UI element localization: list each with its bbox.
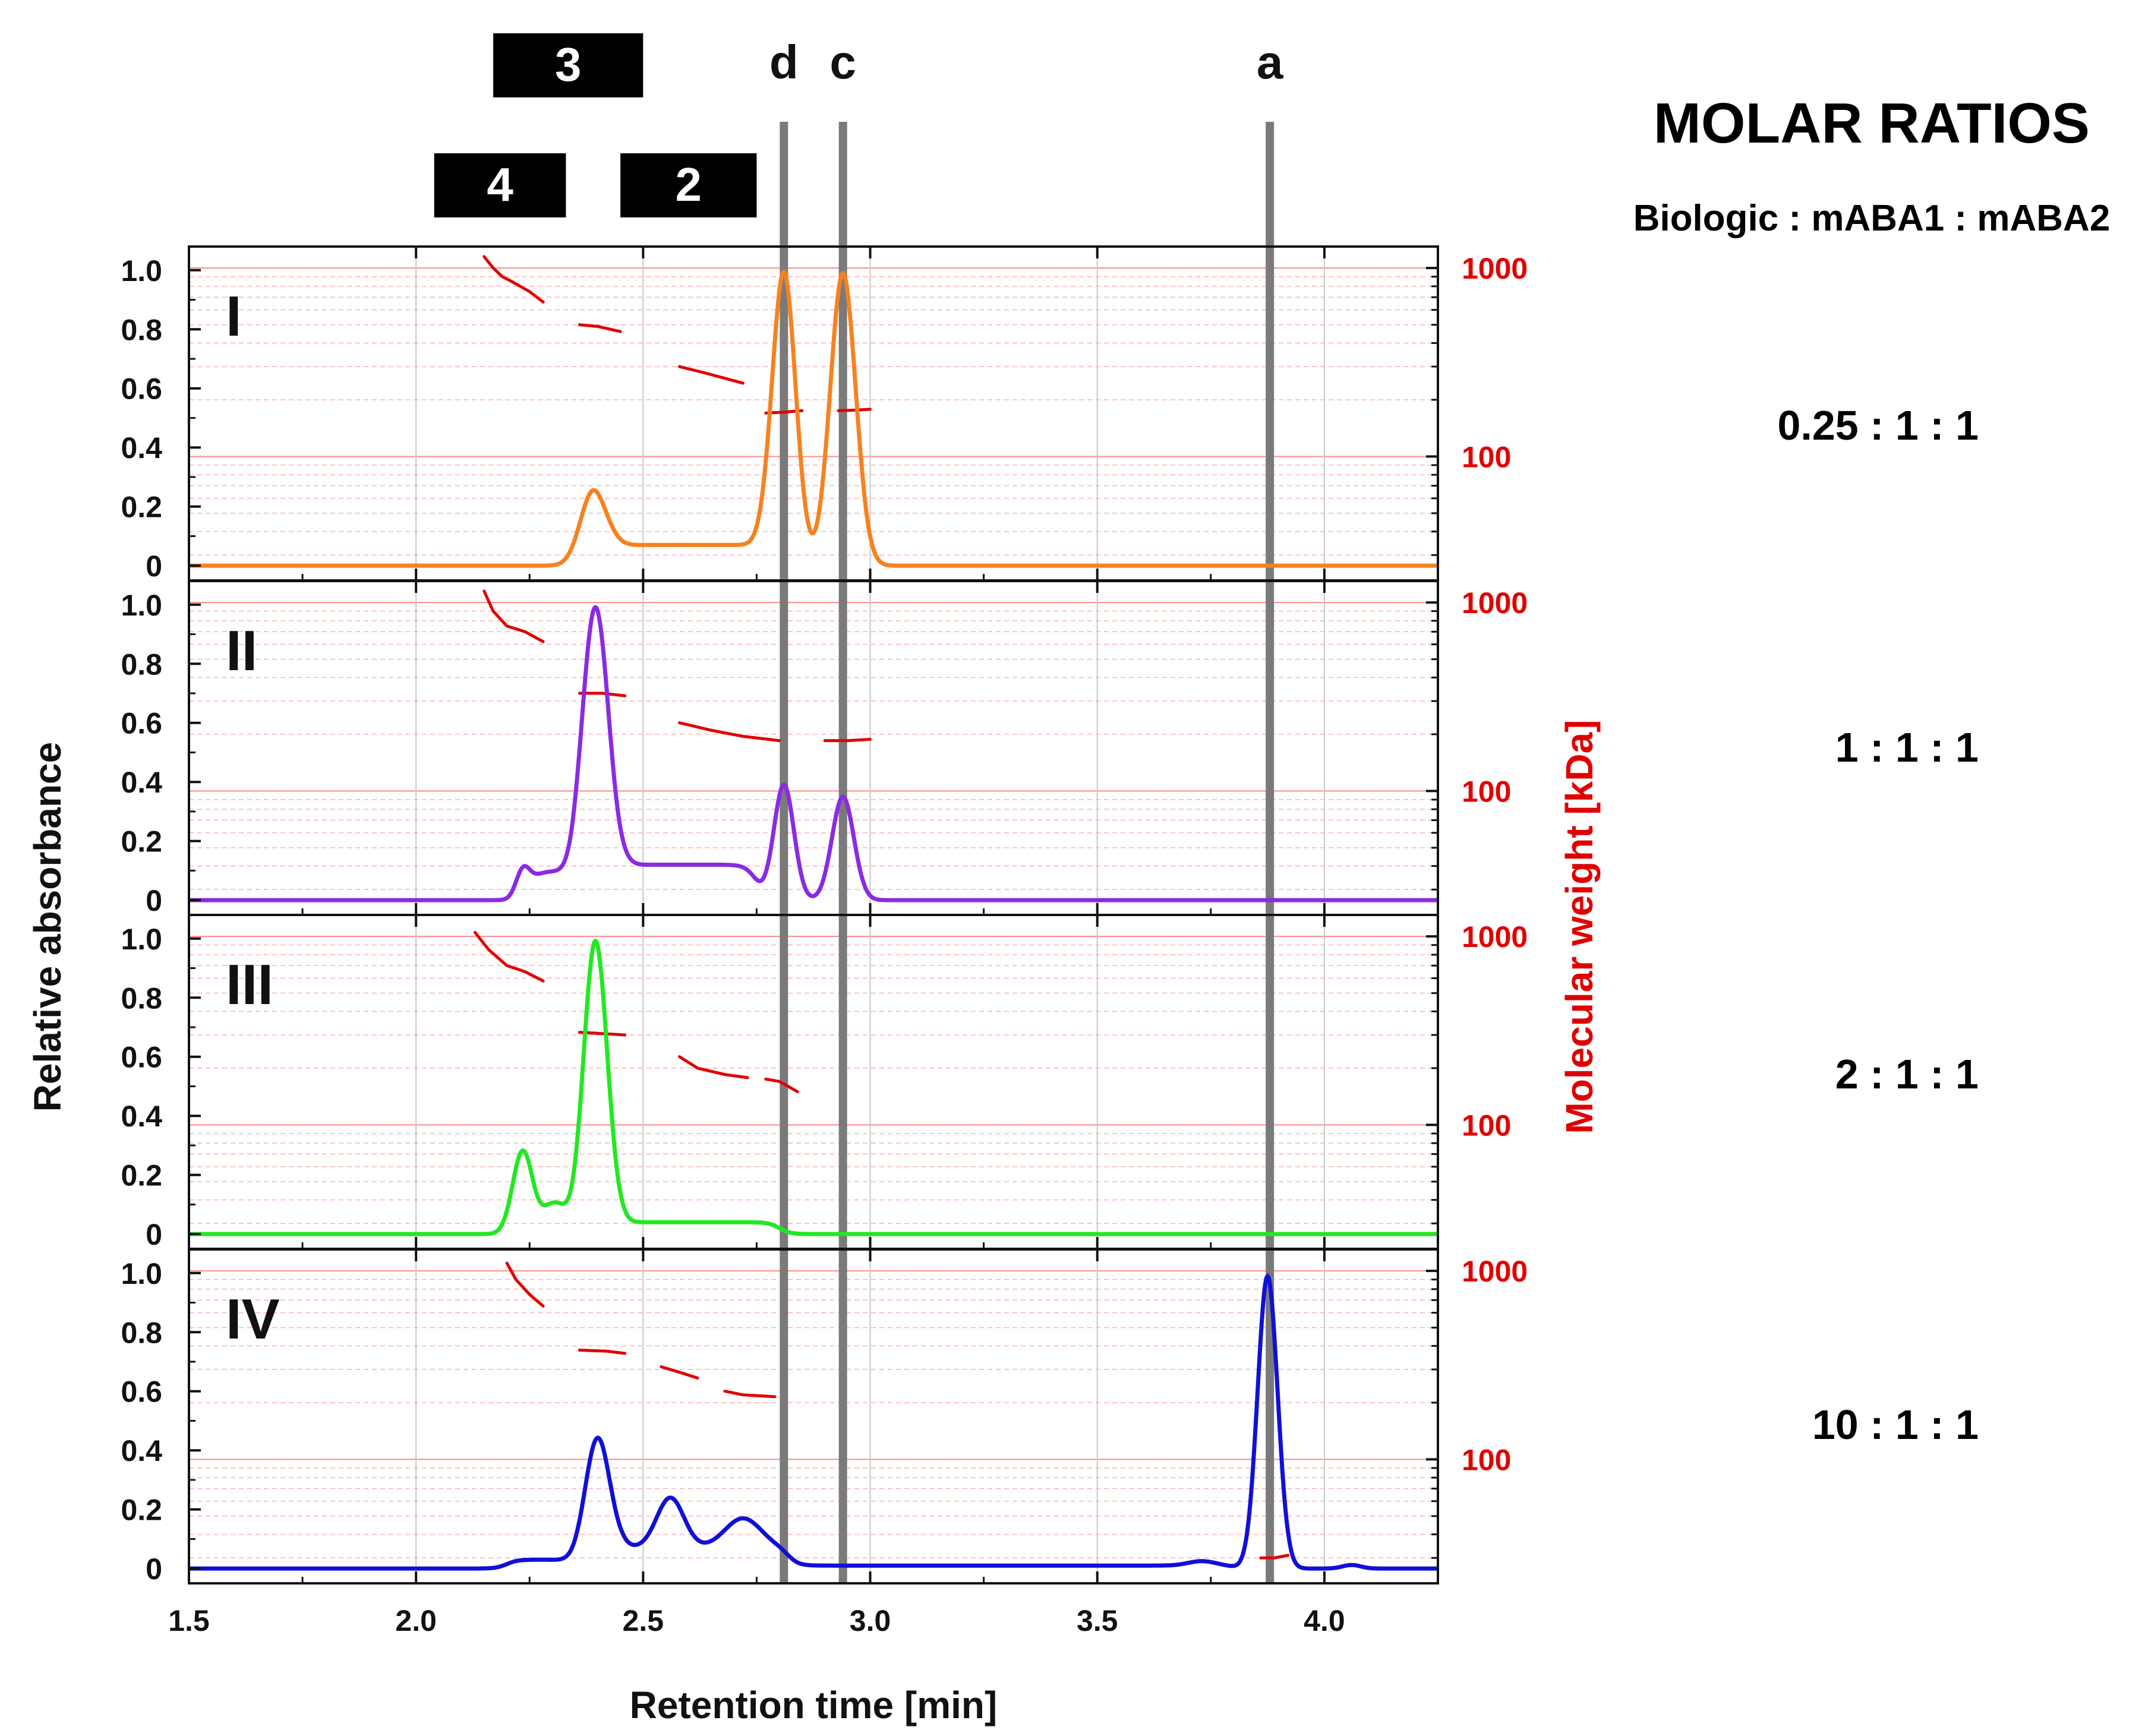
mw-tick-label: 1000 — [1462, 586, 1528, 620]
molecular-weight-traces — [474, 255, 1290, 1560]
species-box — [620, 153, 757, 217]
y-tick-label: 1.0 — [121, 923, 162, 956]
mw-segment — [678, 1055, 749, 1080]
y-tick-label: 0.6 — [121, 1375, 162, 1409]
reference-line-label: a — [1257, 36, 1283, 89]
mw-segment — [660, 1365, 699, 1380]
mw-tick-label: 100 — [1462, 440, 1511, 474]
y-tick-label: 0.4 — [121, 766, 162, 799]
y-tick-label: 0.6 — [121, 1041, 162, 1074]
molar-ratio: 10 : 1 : 1 — [1812, 1402, 1979, 1448]
molar-ratio: 0.25 : 1 : 1 — [1777, 402, 1979, 449]
mw-segment — [578, 323, 622, 333]
mw-segment — [505, 1261, 545, 1308]
absorbance-trace — [188, 939, 1439, 1236]
x-tick-label: 2.0 — [395, 1604, 437, 1637]
molar-ratio: 1 : 1 : 1 — [1835, 724, 1979, 771]
mw-tick-label: 1000 — [1462, 920, 1528, 954]
mw-segment — [678, 721, 781, 743]
x-tick-label: 1.5 — [168, 1604, 210, 1637]
absorbance-trace — [188, 1274, 1439, 1571]
mw-tick-label: 100 — [1462, 1443, 1511, 1476]
mw-segment — [764, 1077, 799, 1093]
reference-line-label: c — [829, 36, 856, 89]
top-annotations: d c a 3 4 2 — [434, 33, 1283, 217]
mw-segment — [578, 692, 627, 697]
y-tick-label: 1.0 — [121, 254, 162, 288]
y-tick-label: 0.4 — [121, 1434, 162, 1467]
y-tick-label: 0.6 — [121, 707, 162, 740]
y-tick-label: 0.8 — [121, 1316, 162, 1349]
mw-tick-label: 1000 — [1462, 1255, 1528, 1288]
panel-label: III — [226, 953, 273, 1017]
mw-segment — [482, 255, 545, 304]
y-tick-label: 0.6 — [121, 373, 162, 406]
panel-label: I — [226, 285, 242, 348]
mw-segment — [482, 589, 545, 643]
absorbance-traces — [188, 269, 1439, 1571]
mw-segment — [678, 365, 745, 385]
x-tick-label: 2.5 — [623, 1604, 664, 1637]
panel-frames — [188, 245, 1439, 1585]
x-tick-label: 4.0 — [1304, 1604, 1345, 1637]
mw-segment — [823, 737, 872, 743]
species-box-label: 3 — [555, 38, 582, 91]
x-tick-label: 3.0 — [850, 1604, 891, 1637]
absorbance-trace — [188, 269, 1439, 568]
panel-frame — [188, 580, 1439, 916]
y-tick-label: 0 — [146, 1552, 162, 1586]
grid-layer — [189, 247, 1438, 1583]
reference-line-label: d — [769, 36, 799, 89]
absorbance-trace — [188, 605, 1439, 902]
mw-segment — [1259, 1554, 1290, 1560]
species-box-label: 4 — [487, 158, 513, 211]
mw-tick-label: 1000 — [1462, 252, 1528, 285]
y-tick-label: 1.0 — [121, 589, 162, 622]
y-tick-label: 0.8 — [121, 648, 162, 681]
reference-lines — [780, 122, 1275, 1583]
molar-ratio: 2 : 1 : 1 — [1835, 1051, 1979, 1097]
panel-frame — [188, 914, 1439, 1250]
mw-segment — [474, 930, 545, 983]
y-tick-label: 0.2 — [121, 1159, 162, 1192]
mw-segment — [837, 408, 872, 412]
y-tick-label: 0.4 — [121, 431, 162, 465]
x-axis-title: Retention time [min] — [630, 1684, 998, 1726]
x-tick-label: 3.5 — [1077, 1604, 1118, 1637]
mw-segment — [578, 1349, 627, 1355]
species-box-label: 2 — [676, 158, 702, 211]
y-axis-title-right: Molecular weight [kDa] — [1558, 720, 1601, 1134]
molar-ratios-subtitle: Biologic : mABA1 : mABA2 — [1633, 198, 2111, 239]
mw-segment — [723, 1390, 777, 1399]
mw-tick-label: 100 — [1462, 1109, 1511, 1142]
panel-label: II — [226, 619, 257, 683]
y-tick-label: 0 — [146, 1218, 162, 1251]
y-tick-label: 0.2 — [121, 491, 162, 524]
mw-tick-label: 100 — [1462, 775, 1511, 808]
panel-frame — [188, 1248, 1439, 1585]
species-box — [434, 153, 566, 217]
molar-ratios-title: MOLAR RATIOS — [1654, 91, 2090, 155]
species-box — [493, 33, 643, 97]
y-tick-label: 0 — [146, 884, 162, 917]
y-tick-label: 0.8 — [121, 981, 162, 1015]
y-axis-title-left: Relative absorbance — [26, 742, 69, 1112]
y-tick-label: 1.0 — [121, 1257, 162, 1290]
panel-label: IV — [226, 1287, 280, 1351]
y-tick-label: 0 — [146, 550, 162, 583]
y-tick-label: 0.8 — [121, 313, 162, 346]
y-tick-label: 0.4 — [121, 1100, 162, 1133]
y-tick-label: 0.2 — [121, 825, 162, 858]
y-tick-label: 0.2 — [121, 1494, 162, 1527]
